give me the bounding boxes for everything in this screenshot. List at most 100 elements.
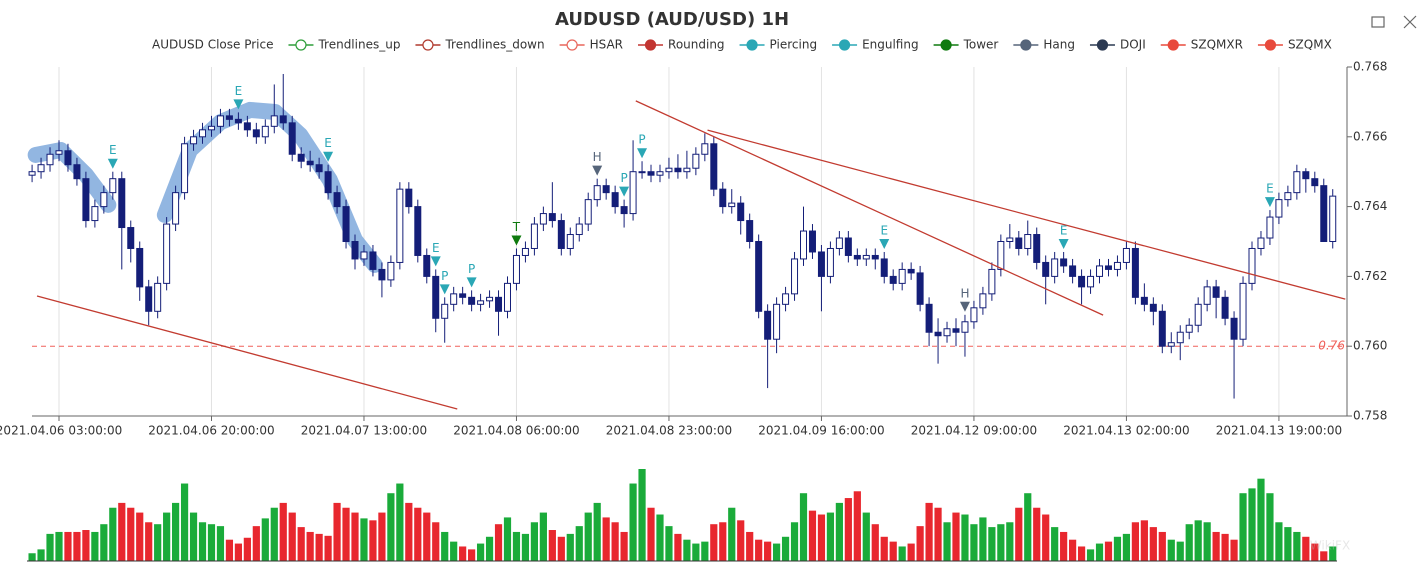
- volume-bar: [871, 524, 879, 561]
- volume-bar: [1284, 527, 1292, 561]
- volume-bar: [180, 483, 189, 561]
- candle-body: [1096, 265, 1104, 277]
- volume-bar: [620, 531, 628, 561]
- candle-body: [459, 293, 467, 298]
- volume-bar: [593, 502, 601, 561]
- legend-label[interactable]: Hang: [1043, 38, 1075, 52]
- volume-bar: [781, 536, 790, 561]
- candle-body: [91, 206, 99, 222]
- toolbox[interactable]: [1371, 15, 1417, 29]
- legend-label[interactable]: SZQMXR: [1191, 38, 1243, 52]
- zoom-icon[interactable]: [1371, 16, 1385, 28]
- candle-body: [118, 178, 126, 229]
- pattern-label: E: [235, 84, 243, 98]
- candle-body: [243, 122, 251, 131]
- legend-label[interactable]: Rounding: [668, 38, 725, 52]
- legend-label[interactable]: AUDUSD Close Price: [152, 38, 273, 52]
- x-tick-label: 2021.04.12 09:00:00: [911, 424, 1037, 438]
- volume-bar: [1176, 541, 1184, 561]
- legend-label[interactable]: Tower: [963, 38, 999, 52]
- candle-body: [1203, 286, 1211, 305]
- candle-body: [333, 192, 341, 208]
- candle-body: [1078, 275, 1086, 288]
- volume-bar: [799, 493, 808, 561]
- candle-body: [943, 328, 951, 337]
- volume-bar: [243, 537, 251, 561]
- volume-bar: [207, 524, 216, 561]
- volume-bar: [853, 491, 861, 561]
- volume-bar: [1302, 536, 1310, 561]
- candle-body: [1042, 261, 1050, 277]
- x-tick-label: 2021.04.09 16:00:00: [758, 424, 884, 438]
- candle-body: [1122, 247, 1130, 263]
- legend-label[interactable]: DOJI: [1120, 38, 1146, 52]
- candle-body: [486, 296, 494, 302]
- candle-body: [1311, 178, 1319, 187]
- volume-bar: [441, 531, 449, 561]
- legend-icon: [838, 39, 851, 51]
- candle-body: [952, 328, 960, 333]
- candle-body: [575, 223, 583, 236]
- volume-bar: [844, 498, 852, 561]
- candle-body: [154, 282, 162, 312]
- chart-title: AUDUSD (AUD/USD) 1H: [555, 9, 789, 30]
- volume-bar: [934, 507, 942, 561]
- volume-bar: [64, 531, 72, 561]
- candle-body: [288, 122, 296, 155]
- y-tick-label: 0.764: [1353, 199, 1387, 213]
- volume-bar: [1095, 543, 1104, 561]
- candle-body: [602, 185, 610, 194]
- candle-body: [800, 230, 808, 260]
- pattern-label: E: [432, 241, 440, 255]
- candle-body: [907, 268, 915, 274]
- pattern-label: E: [880, 223, 888, 237]
- candle-body: [710, 143, 718, 190]
- x-tick-label: 2021.04.06 03:00:00: [0, 424, 122, 438]
- legend-icon: [1096, 39, 1109, 51]
- volume-bar: [28, 553, 36, 561]
- volume-bar: [1033, 507, 1041, 561]
- volume-bar: [1230, 539, 1238, 561]
- candle-body: [683, 167, 691, 173]
- pattern-label: E: [1060, 223, 1068, 237]
- volume-bar: [880, 536, 888, 561]
- legend-label[interactable]: Piercing: [770, 38, 818, 52]
- candle-body: [414, 206, 422, 256]
- x-tick-label: 2021.04.06 20:00:00: [148, 424, 274, 438]
- volume-bar: [701, 541, 709, 561]
- volume-bar: [1293, 531, 1301, 561]
- candle-body: [1131, 247, 1139, 298]
- candle-body: [37, 164, 45, 173]
- volume-bar: [127, 507, 135, 561]
- candle-body: [432, 275, 440, 319]
- legend-label[interactable]: Trendlines_down: [444, 38, 544, 52]
- restore-icon[interactable]: [1403, 15, 1417, 29]
- volume-bar: [584, 512, 592, 561]
- volume-bar: [37, 549, 45, 561]
- legend-label[interactable]: HSAR: [590, 38, 623, 52]
- legend-label[interactable]: SZQMX: [1288, 38, 1332, 52]
- candle-body: [970, 307, 978, 323]
- volume-bar: [539, 512, 547, 561]
- candle-body: [997, 241, 1005, 270]
- trendline: [707, 129, 1346, 300]
- x-tick-label: 2021.04.13 19:00:00: [1216, 424, 1342, 438]
- volume-bar: [521, 533, 530, 561]
- volume-bar: [387, 493, 395, 561]
- volume-bar: [1239, 493, 1247, 561]
- volume-bar: [1212, 531, 1220, 561]
- volume-bar: [172, 502, 180, 561]
- candle-body: [889, 275, 897, 284]
- volume-bar: [737, 520, 745, 561]
- volume-bar: [1158, 531, 1166, 561]
- candle-body: [82, 178, 90, 222]
- volume-bar: [656, 514, 664, 561]
- legend-label[interactable]: Trendlines_up: [317, 38, 400, 52]
- candle-body: [441, 303, 449, 319]
- candle-body: [468, 296, 476, 305]
- legend-label[interactable]: Engulfing: [862, 38, 919, 52]
- volume-bar: [575, 526, 583, 561]
- candle-body: [611, 192, 619, 208]
- candle-body: [1293, 171, 1301, 194]
- volume-bar: [109, 507, 117, 561]
